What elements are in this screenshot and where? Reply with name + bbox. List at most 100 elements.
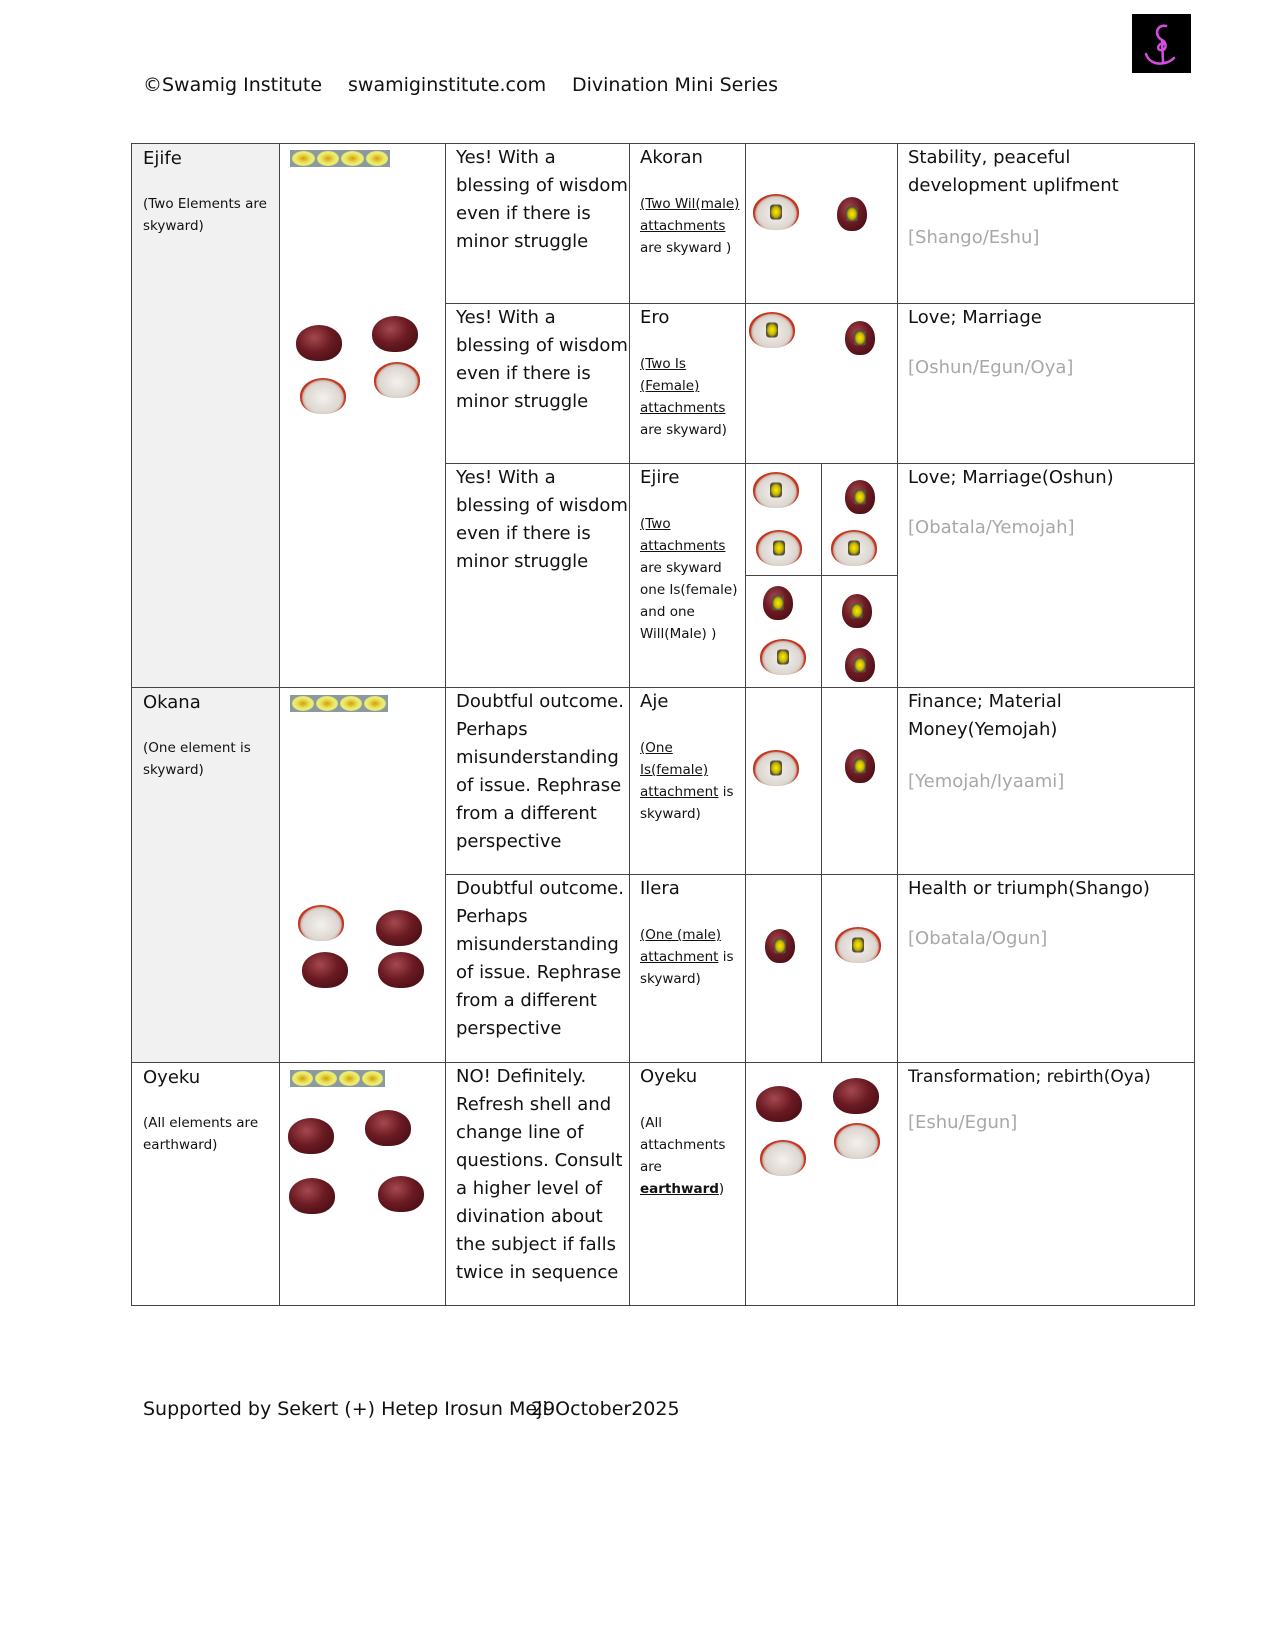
odu-image-cell	[821, 874, 898, 1063]
cowrie-shells-image	[290, 695, 388, 712]
answer-cell: Doubtful outcome. Perhaps misunderstandi…	[445, 687, 630, 875]
meaning-cell: Health or triumph(Shango) [Obatala/Ogun]	[897, 874, 1195, 1063]
kola-nut-image	[837, 197, 867, 231]
kola-nut-image	[289, 1178, 335, 1214]
kola-nut-image	[765, 929, 795, 963]
odu-desc-end: )	[718, 1181, 725, 1197]
kola-nut-image	[756, 530, 802, 566]
meaning-cell: Finance; Material Money(Yemojah) [Yemoja…	[897, 687, 1195, 875]
kola-nut-image	[300, 378, 346, 414]
odu-cell: Ejire (Two attachments are skyward one I…	[629, 463, 746, 688]
cowrie-shells-image	[290, 150, 390, 167]
group-note: (One element is skyward)	[143, 740, 251, 778]
odu-cell: Aje (One Is(female) attachment is skywar…	[629, 687, 746, 875]
kola-nut-image	[845, 321, 875, 355]
odu-cell: Oyeku (All attachments are earthward)	[629, 1062, 746, 1306]
odu-desc-bold: earthward	[640, 1181, 719, 1197]
odu-name: Akoran	[640, 147, 703, 168]
answer-text: Yes! With a blessing of wisdom even if t…	[456, 467, 628, 572]
meaning-text: Transformation; rebirth(Oya)	[908, 1067, 1151, 1087]
answer-cell: Yes! With a blessing of wisdom even if t…	[445, 303, 630, 464]
group-cell-ejife: Ejife (Two Elements are skyward)	[131, 143, 280, 688]
kola-nut-image	[760, 1140, 806, 1176]
odu-desc-underlined: (Two Wil(male) attachments	[640, 196, 740, 234]
odu-desc-underlined: (One (male) attachment	[640, 927, 722, 965]
odu-cell: Ero (Two Is (Female) attachments are sky…	[629, 303, 746, 464]
kola-nut-image	[842, 594, 872, 628]
kola-nut-image	[845, 480, 875, 514]
kola-nut-image	[372, 316, 418, 352]
odu-name: Aje	[640, 691, 669, 712]
orisha-text: [Obatala/Ogun]	[908, 928, 1048, 949]
odu-desc: is skyward)	[640, 949, 734, 987]
website: swamiginstitute.com	[348, 74, 547, 96]
kola-nut-image	[831, 530, 877, 566]
odu-image-cell	[745, 874, 822, 1063]
meaning-cell: Love; Marriage(Oshun) [Obatala/Yemojah]	[897, 463, 1195, 688]
kola-nut-image	[288, 1118, 334, 1154]
footer-date: 29October2025	[531, 1398, 680, 1420]
kola-nut-image	[298, 905, 344, 941]
kola-nut-image	[374, 362, 420, 398]
logo	[1132, 14, 1191, 73]
odu-desc: (All attachments are	[640, 1115, 726, 1175]
kola-nut-image	[835, 927, 881, 963]
answer-text: Doubtful outcome. Perhaps misunderstandi…	[456, 691, 624, 852]
group-note: (Two Elements are skyward)	[143, 196, 267, 234]
odu-desc: are skyward )	[640, 240, 732, 256]
orisha-text: [Obatala/Yemojah]	[908, 517, 1075, 538]
kola-nut-image	[845, 648, 875, 682]
copyright: ©Swamig Institute	[143, 74, 323, 96]
meaning-cell: Love; Marriage [Oshun/Egun/Oya]	[897, 303, 1195, 464]
odu-desc: is skyward)	[640, 784, 734, 822]
meaning-text: Stability, peaceful development uplifmen…	[908, 147, 1119, 196]
group-name: Ejife	[143, 148, 182, 169]
answer-text: Yes! With a blessing of wisdom even if t…	[456, 307, 628, 412]
group-name: Okana	[143, 692, 201, 713]
kola-nut-image	[845, 749, 875, 783]
odu-desc-underlined: (Two Is (Female) attachments	[640, 356, 726, 416]
kola-nut-image	[833, 1078, 879, 1114]
kola-nut-image	[376, 910, 422, 946]
kola-nut-image	[756, 1086, 802, 1122]
odu-name: Ejire	[640, 467, 680, 488]
answer-cell: Yes! With a blessing of wisdom even if t…	[445, 463, 630, 688]
meaning-text: Love; Marriage	[908, 307, 1042, 328]
kola-nut-image	[753, 194, 799, 230]
kola-nut-image	[760, 639, 806, 675]
kola-nut-image	[378, 1176, 424, 1212]
odu-name: Ero	[640, 307, 670, 328]
kola-nut-image	[763, 586, 793, 620]
meaning-text: Love; Marriage(Oshun)	[908, 467, 1114, 488]
kola-nut-image	[834, 1123, 880, 1159]
cowrie-shells-image	[290, 1070, 385, 1087]
odu-name: Oyeku	[640, 1066, 698, 1087]
kola-nut-image	[749, 312, 795, 348]
group-cell-oyeku: Oyeku (All elements are earthward)	[131, 1062, 280, 1306]
answer-cell: Doubtful outcome. Perhaps misunderstandi…	[445, 874, 630, 1063]
odu-cell: Akoran (Two Wil(male) attachments are sk…	[629, 143, 746, 304]
answer-text: NO! Definitely. Refresh shell and change…	[456, 1066, 623, 1283]
cast-image-okana	[279, 687, 446, 1063]
kola-nut-image	[296, 325, 342, 361]
meaning-text: Finance; Material Money(Yemojah)	[908, 691, 1062, 740]
orisha-text: [Yemojah/Iyaami]	[908, 771, 1065, 792]
answer-text: Yes! With a blessing of wisdom even if t…	[456, 147, 628, 252]
group-cell-okana: Okana (One element is skyward)	[131, 687, 280, 1063]
answer-cell: NO! Definitely. Refresh shell and change…	[445, 1062, 630, 1306]
meaning-text: Health or triumph(Shango)	[908, 878, 1150, 899]
meaning-cell: Stability, peaceful development uplifmen…	[897, 143, 1195, 304]
kola-nut-image	[378, 952, 424, 988]
odu-cell: Ilera (One (male) attachment is skyward)	[629, 874, 746, 1063]
odu-name: Ilera	[640, 878, 680, 899]
answer-text: Doubtful outcome. Perhaps misunderstandi…	[456, 878, 624, 1039]
odu-desc: are skyward)	[640, 422, 727, 438]
footer-support: Supported by Sekert (+) Hetep Irosun Mej…	[143, 1398, 548, 1420]
group-note: (All elements are earthward)	[143, 1115, 259, 1153]
orisha-text: [Shango/Eshu]	[908, 227, 1040, 248]
orisha-text: [Oshun/Egun/Oya]	[908, 357, 1074, 378]
kola-nut-image	[302, 952, 348, 988]
kola-nut-image	[753, 750, 799, 786]
odu-desc-underlined: (One Is(female) attachment	[640, 740, 719, 800]
group-name: Oyeku	[143, 1067, 201, 1088]
